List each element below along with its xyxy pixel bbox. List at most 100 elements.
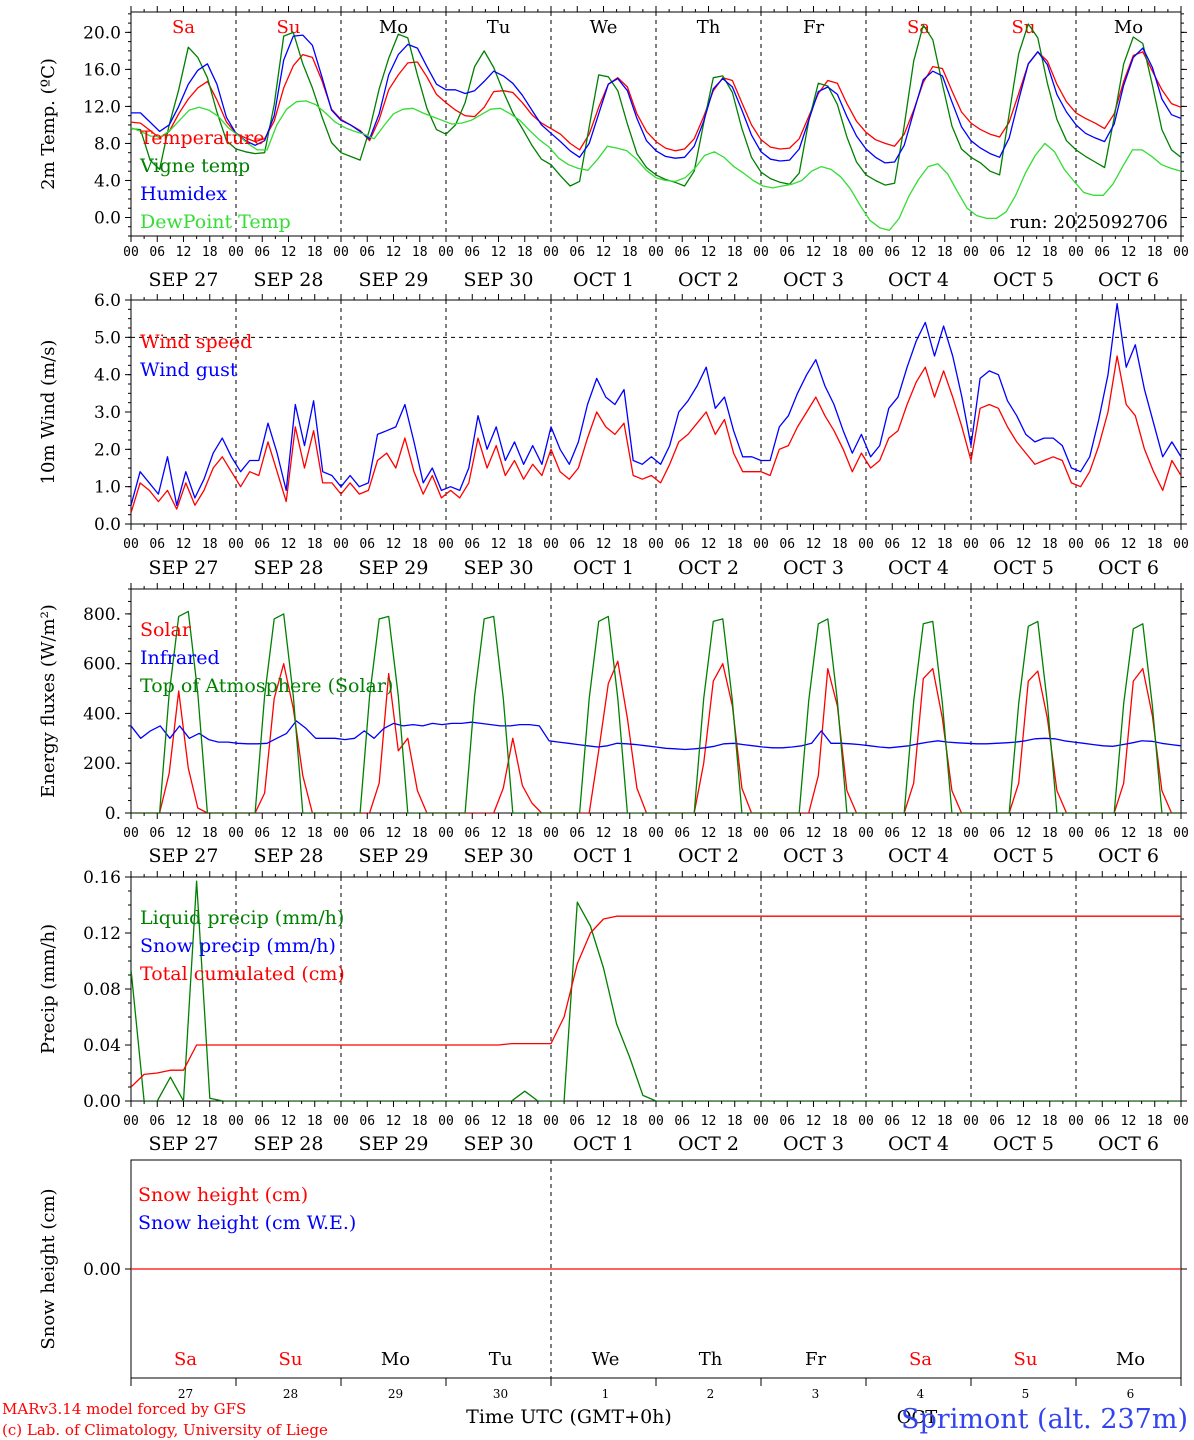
hour-tick-label: 18 (202, 245, 218, 260)
y-tick-label: 2.0 (94, 440, 121, 460)
hour-tick-label: 06 (674, 245, 690, 260)
hour-tick-label: 12 (1121, 537, 1137, 552)
hour-tick-label: 06 (254, 1114, 270, 1129)
date-label: OCT 2 (678, 557, 739, 579)
hour-tick-label: 18 (1042, 245, 1058, 260)
series-group (131, 23, 1181, 232)
date-label: OCT 4 (888, 269, 949, 291)
hour-tick-label: 18 (937, 245, 953, 260)
legend-entry: Temperature (140, 127, 264, 149)
hour-tick-label: 18 (832, 245, 848, 260)
hour-tick-label: 18 (307, 537, 323, 552)
hour-tick-label: 18 (202, 826, 218, 841)
day-number: 3 (812, 1387, 820, 1401)
series-line-blue (131, 720, 1181, 751)
legend-entry: DewPoint Temp (140, 211, 291, 233)
hour-tick-label: 18 (1042, 537, 1058, 552)
series-line-red (131, 51, 1181, 152)
hour-tick-label: 06 (674, 537, 690, 552)
series-line-green (131, 880, 1181, 1101)
hour-tick-label: 00 (858, 826, 874, 841)
hour-tick-label: 00 (543, 245, 559, 260)
hour-tick-label: 12 (596, 826, 612, 841)
hour-tick-label: 00 (753, 826, 769, 841)
hour-tick-label: 18 (832, 537, 848, 552)
hour-tick-label: 12 (281, 826, 297, 841)
series-line-blue (131, 303, 1181, 506)
day-name: We (592, 1349, 620, 1370)
hour-tick-label: 12 (1016, 537, 1032, 552)
day-name: Sa (907, 17, 930, 38)
hour-tick-label: 18 (307, 245, 323, 260)
series-group (131, 880, 1181, 1101)
date-label: OCT 4 (888, 557, 949, 579)
date-label: SEP 29 (359, 1133, 429, 1155)
hour-tick-label: 06 (569, 826, 585, 841)
day-name: Su (277, 17, 301, 38)
series-group (131, 610, 1181, 813)
date-label: OCT 2 (678, 269, 739, 291)
hour-tick-label: 12 (386, 826, 402, 841)
y-axis-label: Energy fluxes (W/m²) (38, 604, 59, 798)
hour-tick-label: 18 (832, 826, 848, 841)
hour-tick-label: 06 (989, 245, 1005, 260)
hour-tick-label: 12 (911, 537, 927, 552)
y-tick-label: 4.0 (94, 171, 121, 191)
legend-entry: Wind gust (140, 359, 238, 381)
y-tick-label: 0. (105, 804, 121, 824)
y-tick-label: 0.04 (83, 1036, 121, 1056)
hour-tick-label: 00 (543, 537, 559, 552)
hour-tick-label: 18 (727, 245, 743, 260)
day-name: Tu (487, 17, 511, 38)
hour-tick-label: 00 (438, 826, 454, 841)
y-tick-label: 800. (83, 605, 121, 625)
hour-tick-label: 00 (333, 537, 349, 552)
hour-tick-label: 06 (464, 537, 480, 552)
hour-tick-label: 12 (806, 537, 822, 552)
date-label: SEP 30 (464, 269, 534, 291)
hour-tick-label: 06 (674, 826, 690, 841)
hour-tick-label: 00 (1173, 537, 1189, 552)
date-label: OCT 6 (1098, 1133, 1159, 1155)
date-label: OCT 5 (993, 269, 1054, 291)
day-number: 27 (178, 1387, 193, 1401)
hour-tick-label: 00 (1068, 1114, 1084, 1129)
panel-snow: 0.00 Snow height (cm) Snow height (cm) Snow… (38, 1159, 1187, 1401)
day-name: Sa (174, 1349, 197, 1370)
legend-entry: Humidex (140, 183, 227, 205)
date-label: OCT 5 (993, 557, 1054, 579)
date-label: SEP 30 (464, 557, 534, 579)
hour-tick-label: 18 (202, 537, 218, 552)
date-label: OCT 3 (783, 269, 844, 291)
day-name: Mo (381, 1349, 410, 1370)
hour-tick-label: 06 (1094, 537, 1110, 552)
hour-tick-label: 12 (596, 537, 612, 552)
hour-tick-label: 12 (386, 1114, 402, 1129)
hour-tick-label: 06 (884, 826, 900, 841)
hour-tick-label: 12 (701, 537, 717, 552)
hour-tick-label: 18 (622, 537, 638, 552)
hour-tick-label: 00 (123, 245, 139, 260)
y-tick-label: 200. (83, 754, 121, 774)
hour-tick-label: 00 (963, 245, 979, 260)
hour-tick-label: 18 (727, 826, 743, 841)
day-name: Th (699, 1349, 723, 1370)
hour-tick-label: 12 (386, 245, 402, 260)
date-label: OCT 6 (1098, 269, 1159, 291)
day-number: 6 (1127, 1387, 1135, 1401)
day-number: 28 (283, 1387, 298, 1401)
series-group (131, 303, 1181, 513)
hour-tick-label: 00 (963, 537, 979, 552)
day-name: Sa (172, 17, 195, 38)
legend-entry: Vigne temp (139, 155, 250, 177)
hour-tick-label: 06 (149, 1114, 165, 1129)
hour-tick-label: 18 (517, 1114, 533, 1129)
legend-entry: Infrared (140, 647, 220, 669)
hour-tick-label: 12 (281, 537, 297, 552)
hour-tick-label: 12 (176, 1114, 192, 1129)
y-tick-label: 0.00 (83, 1260, 121, 1280)
hour-tick-label: 18 (412, 537, 428, 552)
y-axis-label: Snow height (cm) (38, 1188, 59, 1349)
hour-tick-label: 00 (648, 826, 664, 841)
